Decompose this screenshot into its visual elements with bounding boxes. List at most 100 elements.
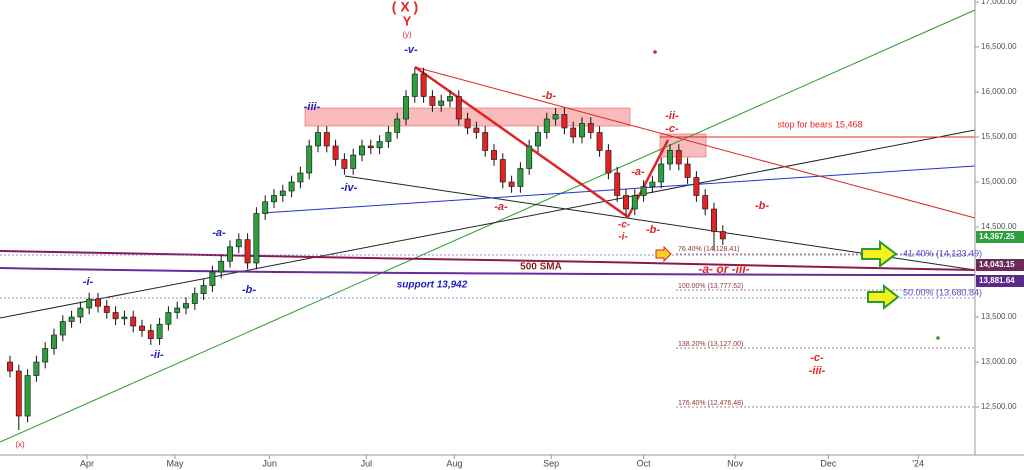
candle-body [552, 114, 559, 120]
candle-body [15, 370, 22, 417]
annotation: -a- [631, 166, 645, 178]
annotation: 76.40% (14,128.41) [678, 246, 740, 253]
annotation: 500 SMA [520, 262, 562, 273]
candle-body [543, 118, 550, 133]
candle-body [7, 361, 13, 372]
candle-body [139, 325, 145, 331]
annotation: 176.40% (12,476.48) [678, 400, 743, 407]
y-tick-label: 16,500.00 [981, 42, 1017, 51]
annotation: -b- [755, 200, 769, 212]
candle-body [693, 177, 700, 196]
candle-body [605, 150, 612, 174]
y-tick-label: 17,000.00 [981, 0, 1017, 6]
y-tick-label: 16,000.00 [981, 87, 1017, 96]
candle-body [614, 172, 621, 196]
candle-body [438, 100, 445, 106]
annotation: -a- [494, 201, 508, 213]
trend-line [414, 66, 976, 219]
candle-body [103, 305, 110, 313]
annotation: support 13,942 [397, 280, 468, 291]
price-label-box [976, 259, 1024, 271]
arrow [867, 283, 900, 311]
candle-body [33, 361, 40, 376]
annotation: 41.40% (14,123.49) [903, 248, 982, 258]
candle-body [24, 375, 31, 417]
drawings [0, 9, 976, 443]
candle-body [77, 307, 84, 318]
candle-body [315, 132, 321, 147]
candle-body [499, 159, 506, 183]
candle-body [658, 163, 665, 183]
candle-body [491, 150, 497, 160]
annotation: 138.20% (13,127.00) [678, 341, 743, 348]
x-tick-label: Dec [820, 458, 837, 468]
candle-body [332, 145, 339, 160]
arrow [861, 240, 898, 268]
x-tick-label: Nov [727, 458, 744, 468]
candle-body [702, 195, 709, 210]
candle-body [684, 163, 691, 178]
annotation: -ii- [665, 110, 679, 122]
x-tick-label: Aug [446, 458, 462, 468]
dot [653, 50, 657, 54]
price-label: 14,043.15 [979, 260, 1015, 269]
candle-body [596, 132, 603, 151]
y-tick-label: 14,500.00 [981, 222, 1017, 231]
y-tick-label: 13,500.00 [981, 312, 1017, 321]
y-tick-label: 15,000.00 [981, 177, 1017, 186]
annotation: stop for bears 15,468 [777, 119, 862, 129]
candle-body [420, 73, 427, 97]
annotation: (x) [15, 440, 25, 449]
sma-line [0, 267, 976, 276]
candle-body [306, 145, 313, 174]
y-tick-label: 15,500.00 [981, 132, 1017, 141]
candle-body [455, 96, 462, 120]
annotation: -c- [665, 123, 679, 135]
candle-body [464, 118, 471, 129]
candle-body [86, 298, 93, 309]
annotation: 100.00% (13,777.52) [678, 283, 743, 290]
candle-body [411, 73, 418, 97]
annotation: -a- or -iii- [698, 262, 749, 276]
candle-body [623, 195, 629, 210]
candle-body [570, 127, 577, 138]
candle-body [376, 141, 383, 149]
y-tick-label: 12,500.00 [981, 402, 1017, 411]
candle-body [95, 298, 101, 307]
candle-body [561, 114, 568, 129]
annotation: -ii- [150, 349, 164, 361]
candle-body [649, 181, 656, 187]
annotation: -iv- [341, 182, 358, 194]
annotation: -c- [618, 220, 631, 231]
candle-body [156, 323, 163, 339]
candle-body [385, 132, 392, 142]
candle-body [403, 96, 409, 120]
candle-body [323, 132, 330, 147]
candle-body [429, 96, 436, 106]
candle-body [235, 239, 242, 248]
x-tick-label: May [166, 458, 184, 468]
annotation: Y [403, 13, 412, 28]
annotation: (y) [402, 30, 412, 39]
x-tick-label: Sep [543, 458, 559, 468]
candle-body [359, 145, 365, 156]
annotation: ( X ) [392, 0, 418, 15]
annotation: -iii- [304, 101, 321, 113]
candle-body [279, 190, 286, 196]
annotation: -i- [83, 276, 94, 288]
candle-body [640, 186, 647, 196]
x-tick-label: Apr [80, 458, 94, 468]
candle-body [227, 246, 233, 262]
candle-body [482, 132, 489, 151]
annotation: -v- [404, 44, 418, 56]
candle-body [473, 127, 480, 133]
annotation: -c- [810, 352, 824, 364]
candle-body [587, 123, 594, 133]
candle-body [447, 96, 453, 102]
candle-body [209, 271, 216, 286]
candle-body [112, 312, 119, 320]
candle-body [147, 330, 154, 339]
candle-body [667, 150, 673, 165]
